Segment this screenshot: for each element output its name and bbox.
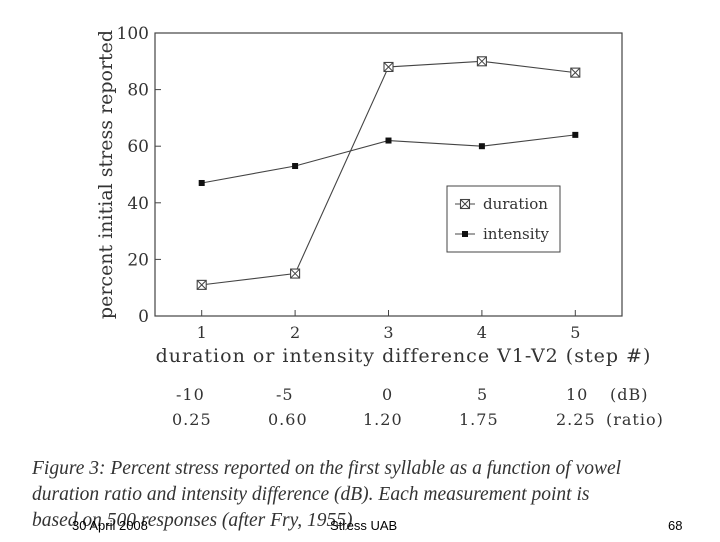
y-tick-label-80: 80 xyxy=(127,81,149,101)
x-tick-label-3: 3 xyxy=(383,323,393,342)
x-tick-label-1: 1 xyxy=(197,323,207,342)
caption-line-1: Figure 3: Percent stress reported on the… xyxy=(32,458,622,479)
point-intensity-2 xyxy=(292,163,299,170)
legend-label-duration: duration xyxy=(483,195,548,213)
y-tick-label-40: 40 xyxy=(127,194,149,214)
y-tick-label-100: 100 xyxy=(117,24,149,44)
legend-label-intensity: intensity xyxy=(483,225,550,243)
legend-marker-intensity xyxy=(462,231,468,237)
legend-marker-duration xyxy=(459,198,471,210)
x-tick-label-4: 4 xyxy=(477,323,487,342)
ratio-unit: (ratio) xyxy=(606,410,664,429)
point-duration-2 xyxy=(290,268,301,279)
point-intensity-4 xyxy=(478,143,485,150)
point-intensity-3 xyxy=(385,137,392,144)
ratio-value-2: 0.60 xyxy=(268,410,308,429)
point-intensity-5 xyxy=(572,131,579,138)
point-duration-3 xyxy=(383,61,394,73)
y-tick-label-0: 0 xyxy=(138,307,149,327)
db-value-5: 10 xyxy=(566,385,589,404)
x-axis-label: duration or intensity difference V1-V2 (… xyxy=(156,345,652,367)
y-tick-label-20: 20 xyxy=(127,250,149,270)
y-axis-label: percent initial stress reported xyxy=(95,30,117,319)
db-value-3: 0 xyxy=(382,385,394,404)
ratio-value-5: 2.25 xyxy=(556,410,596,429)
ratio-value-1: 0.25 xyxy=(172,410,212,429)
x-tick-label-2: 2 xyxy=(290,323,300,342)
plot-frame xyxy=(154,32,623,317)
footer-page-number: 68 xyxy=(668,518,683,533)
point-duration-1 xyxy=(196,279,207,290)
point-duration-4 xyxy=(476,56,487,67)
legend-box xyxy=(446,185,561,253)
db-value-4: 5 xyxy=(477,385,489,404)
db-unit: (dB) xyxy=(610,385,649,404)
point-duration-5 xyxy=(570,67,581,78)
point-intensity-1 xyxy=(198,179,205,186)
db-value-2: -5 xyxy=(276,385,294,404)
line-chart: 0 20 40 60 80 100 1 2 3 4 5 duration or intensity d… xyxy=(95,24,652,367)
x-tick-label-5: 5 xyxy=(570,323,580,342)
ratio-value-3: 1.20 xyxy=(363,410,403,429)
y-tick-label-60: 60 xyxy=(127,137,149,157)
footer-date: 30 April 2008 xyxy=(72,518,148,533)
db-value-1: -10 xyxy=(176,385,205,404)
ratio-value-4: 1.75 xyxy=(459,410,499,429)
caption-line-3: based on 500 responses (after Fry, 1955) xyxy=(32,510,353,531)
figure-caption: Figure 3: Percent stress reported on the… xyxy=(32,456,672,542)
footer-title: Stress UAB xyxy=(330,518,398,533)
caption-line-2: duration ratio and intensity difference … xyxy=(32,484,590,505)
